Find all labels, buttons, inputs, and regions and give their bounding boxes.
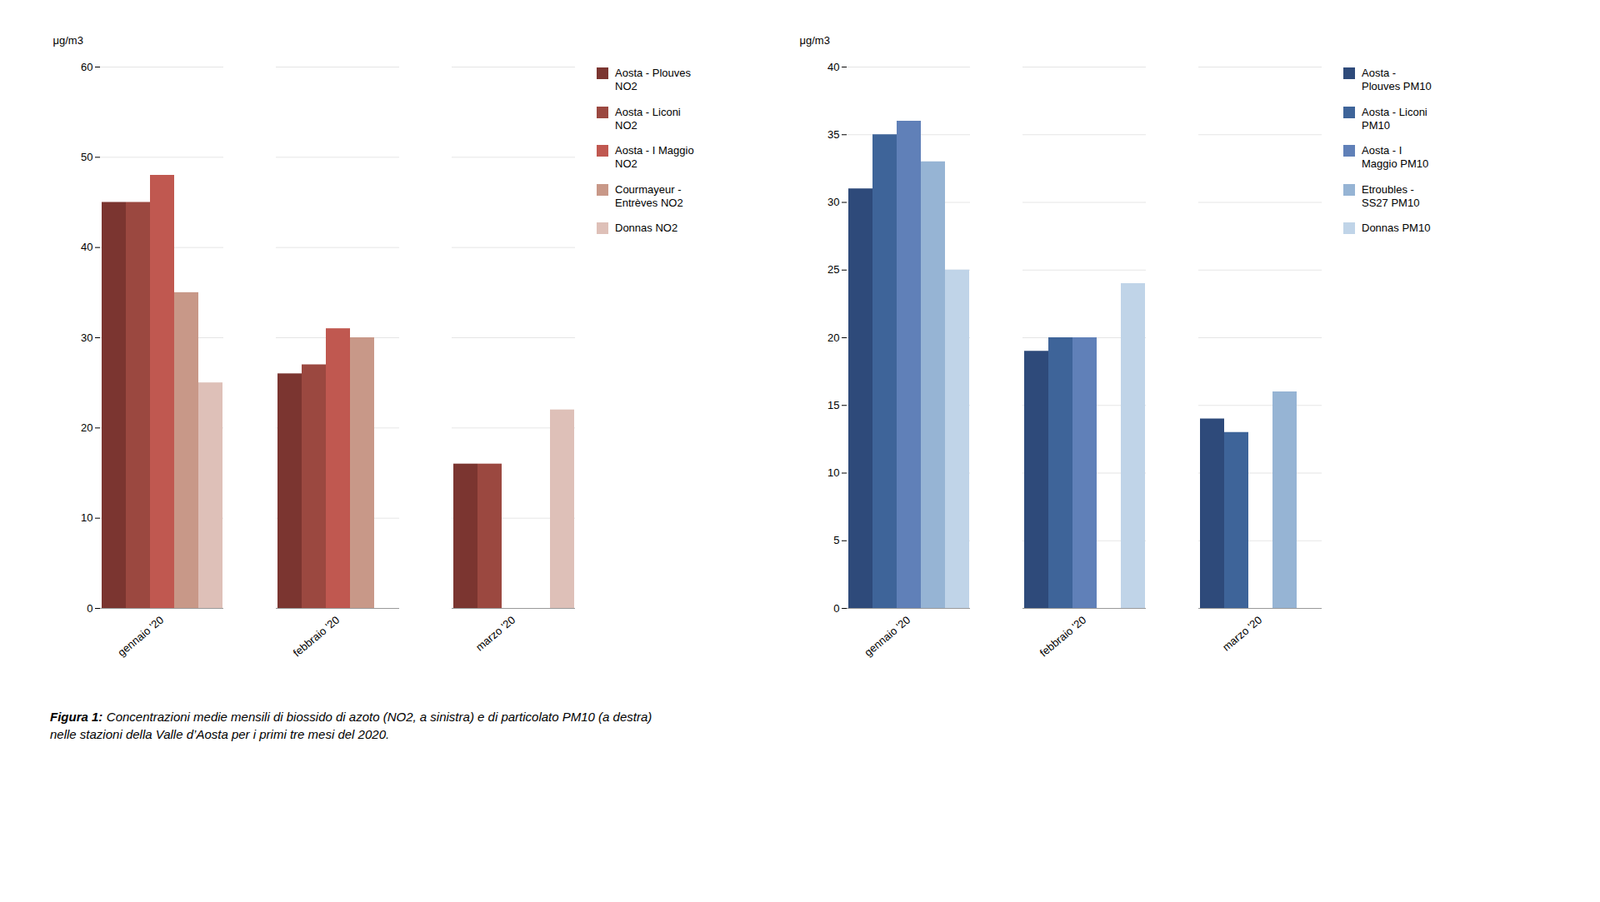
svg-text:μg/m3: μg/m3 bbox=[800, 34, 830, 47]
svg-text:febbraio '20: febbraio '20 bbox=[1037, 614, 1089, 660]
svg-text:marzo '20: marzo '20 bbox=[473, 614, 518, 655]
svg-text:40: 40 bbox=[827, 60, 840, 74]
html-text:Donnas PM10: Donnas PM10 bbox=[1361, 221, 1431, 235]
svg-text:0: 0 bbox=[86, 602, 93, 615]
svg-text:40: 40 bbox=[80, 240, 93, 254]
svg-text:0: 0 bbox=[833, 602, 840, 615]
html-text:Courmayeur - Entrèves NO2: Courmayeur - Entrèves NO2 bbox=[615, 182, 684, 209]
svg-text:20: 20 bbox=[827, 331, 840, 345]
html-text:Etroubles - SS27 PM10: Etroubles - SS27 PM10 bbox=[1361, 182, 1420, 209]
svg-text:50: 50 bbox=[80, 150, 93, 164]
svg-text:60: 60 bbox=[80, 60, 93, 74]
html-text:Aosta - Liconi PM10: Aosta - Liconi PM10 bbox=[1361, 105, 1428, 132]
html-text:Aosta - Liconi NO2: Aosta - Liconi NO2 bbox=[615, 105, 681, 132]
html-text:Aosta - I Maggio NO2: Aosta - I Maggio NO2 bbox=[615, 144, 694, 171]
svg-text:gennaio '20: gennaio '20 bbox=[115, 614, 166, 660]
svg-text:febbraio '20: febbraio '20 bbox=[290, 614, 342, 660]
html-text:Donnas NO2: Donnas NO2 bbox=[615, 221, 678, 235]
svg-text:gennaio '20: gennaio '20 bbox=[861, 614, 913, 660]
svg-text:30: 30 bbox=[827, 195, 840, 209]
svg-text:20: 20 bbox=[80, 421, 93, 435]
svg-text:10: 10 bbox=[80, 511, 93, 525]
html-text:Aosta - Plouves NO2: Aosta - Plouves NO2 bbox=[615, 66, 691, 93]
svg-text:25: 25 bbox=[827, 263, 840, 276]
html-text:Aosta - Plouves PM10: Aosta - Plouves PM10 bbox=[1361, 66, 1432, 93]
svg-text:5: 5 bbox=[833, 534, 840, 547]
svg-text:30: 30 bbox=[80, 331, 93, 345]
html-text:Figura 1: Concentrazioni medie: Figura 1: Concentrazioni medie mensili d… bbox=[50, 710, 652, 742]
svg-text:35: 35 bbox=[827, 128, 840, 141]
svg-text:15: 15 bbox=[827, 399, 840, 412]
html-text:Aosta - I Maggio PM10: Aosta - I Maggio PM10 bbox=[1361, 144, 1429, 171]
svg-text:marzo '20: marzo '20 bbox=[1220, 614, 1265, 655]
svg-text:10: 10 bbox=[827, 466, 840, 480]
svg-text:μg/m3: μg/m3 bbox=[53, 34, 84, 47]
